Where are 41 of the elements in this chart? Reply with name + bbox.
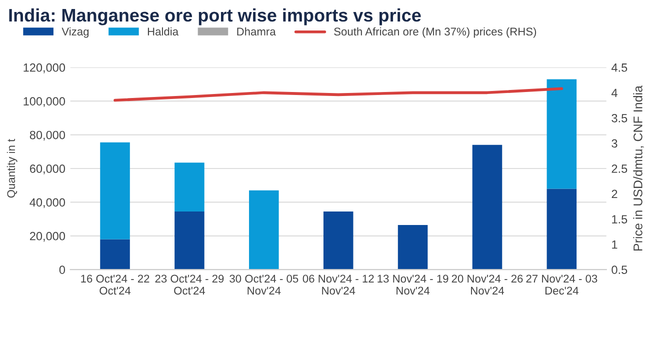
y-tick-label: 20,000	[30, 232, 66, 242]
y2-tick-label: 2	[612, 190, 618, 198]
bar	[546, 188, 577, 270]
bar	[100, 142, 130, 240]
y-tick-label: 100,000	[24, 97, 66, 107]
bar	[472, 144, 502, 270]
y2-tick-label: 3	[612, 139, 618, 148]
chart-title: India: Manganese ore port wise imports vs price	[9, 8, 421, 26]
bar	[398, 224, 428, 270]
y2-tick-label: 0.5	[612, 266, 628, 274]
y-tick-label: 80,000	[30, 130, 66, 141]
y-tick-label: 0	[59, 266, 66, 274]
bar	[249, 190, 279, 270]
x-tick-label: 30 Oct'24 - 05 Nov'24	[230, 274, 298, 295]
y2-tick-label: 2.5	[612, 164, 628, 173]
y2-tick-label: 4.5	[611, 64, 628, 72]
bar	[174, 162, 204, 212]
x-tick-label: 13 Nov'24 - 19 Nov'24	[378, 274, 448, 295]
legend-label: South African ore (Mn 37%) prices (RHS)	[334, 27, 536, 38]
y2-axis-title: Price in USD/dmtu, CNF India	[633, 85, 644, 250]
legend-label: Vizag	[62, 27, 89, 38]
bar	[323, 211, 354, 270]
legend-label: Dhamra	[237, 27, 276, 36]
y-tick-label: 40,000	[30, 198, 66, 208]
y-axis-title: Quantity in t	[6, 138, 18, 198]
x-tick-label: 16 Oct'24 - 22 Oct'24	[81, 274, 150, 295]
x-tick-label: 23 Oct'24 - 29 Oct'24	[155, 274, 224, 295]
y2-tick-label: 4	[611, 88, 618, 97]
bar	[546, 79, 577, 189]
y2-tick-label: 1	[612, 240, 618, 249]
bar	[174, 211, 204, 270]
y2-tick-label: 3.5	[612, 114, 628, 122]
x-tick-label: 27 Nov'24 - 03 Dec'24	[526, 274, 598, 295]
x-tick-label: 20 Nov'24 - 26 Nov'24	[452, 274, 523, 295]
y-tick-label: 120,000	[24, 63, 66, 74]
y-tick-label: 60,000	[30, 164, 66, 174]
bar	[100, 239, 130, 270]
line-series	[114, 87, 564, 102]
y2-tick-label: 1.5	[612, 215, 628, 224]
x-tick-label: 06 Nov'24 - 12 Nov'24	[302, 274, 374, 295]
legend-label: Haldia	[148, 27, 179, 36]
